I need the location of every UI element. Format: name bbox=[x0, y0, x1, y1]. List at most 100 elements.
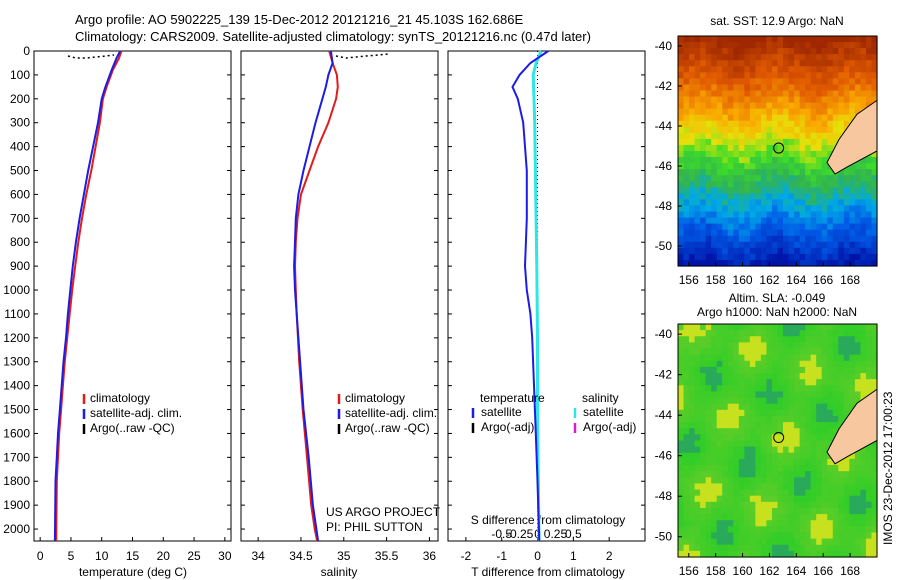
map-cell bbox=[738, 391, 745, 399]
map-cell bbox=[788, 48, 795, 55]
map-cell bbox=[760, 108, 768, 116]
map-cell bbox=[755, 144, 762, 152]
map-cell bbox=[705, 477, 712, 485]
map-cell bbox=[854, 102, 862, 110]
map-cell bbox=[760, 163, 768, 170]
map-cell bbox=[716, 259, 723, 267]
map-cell bbox=[771, 415, 779, 423]
map-cell bbox=[838, 96, 845, 104]
map-cell bbox=[738, 235, 745, 243]
map-cell bbox=[788, 54, 795, 61]
map-cell bbox=[716, 483, 723, 491]
map-cell bbox=[783, 229, 790, 237]
map-cell bbox=[744, 144, 751, 152]
map-cell bbox=[733, 452, 740, 460]
map-cell bbox=[694, 409, 701, 417]
map-cell bbox=[705, 550, 712, 558]
map-cell bbox=[843, 108, 850, 116]
map-cell bbox=[733, 538, 740, 546]
map-cell bbox=[705, 379, 712, 386]
map-cell bbox=[777, 114, 784, 122]
map-cell bbox=[865, 483, 873, 491]
map-cell bbox=[838, 458, 845, 466]
s-tick-label: -0.25 bbox=[506, 527, 534, 541]
map-cell bbox=[816, 78, 823, 86]
map-cell bbox=[755, 465, 762, 472]
map-cell bbox=[727, 253, 734, 261]
map-cell bbox=[771, 397, 779, 405]
map-cell bbox=[777, 458, 784, 466]
map-cell bbox=[821, 489, 828, 497]
map-cell bbox=[683, 514, 690, 521]
map-cell bbox=[849, 114, 856, 122]
map-cell bbox=[755, 348, 762, 356]
map-cell bbox=[849, 72, 856, 79]
map-cell bbox=[711, 434, 718, 442]
map-cell bbox=[849, 211, 856, 219]
map-cell bbox=[711, 163, 718, 170]
map-cell bbox=[711, 144, 718, 152]
map-cell bbox=[683, 458, 690, 466]
map-cell bbox=[854, 348, 862, 356]
map-cell bbox=[777, 54, 784, 61]
map-cell bbox=[816, 42, 823, 49]
map-cell bbox=[827, 253, 834, 261]
map-cell bbox=[733, 415, 740, 423]
map-cell bbox=[749, 373, 756, 380]
map-frame bbox=[677, 323, 878, 558]
map-cell bbox=[821, 520, 828, 527]
map-cell bbox=[744, 526, 751, 534]
map-cell bbox=[744, 223, 751, 231]
map-cell bbox=[694, 366, 701, 374]
map-cell bbox=[810, 409, 817, 417]
map-cell bbox=[865, 360, 873, 368]
map-cell bbox=[716, 415, 723, 423]
map-cell bbox=[794, 144, 801, 152]
map-cell bbox=[771, 428, 779, 435]
map-cell bbox=[838, 354, 845, 362]
map-cell bbox=[749, 409, 756, 417]
map-cell bbox=[871, 241, 878, 249]
map-cell bbox=[816, 330, 823, 337]
map-cell bbox=[755, 403, 762, 411]
map-cell bbox=[805, 446, 812, 454]
map-cell bbox=[700, 391, 707, 399]
map-cell bbox=[700, 342, 707, 350]
map-cell bbox=[744, 391, 751, 399]
map-cell bbox=[722, 324, 729, 331]
map-cell bbox=[755, 507, 762, 515]
map-cell bbox=[760, 235, 768, 243]
map-cell bbox=[755, 54, 762, 61]
map-cell bbox=[849, 66, 856, 73]
map-cell bbox=[860, 66, 867, 73]
map-cell bbox=[738, 157, 745, 164]
map-cell bbox=[838, 84, 845, 92]
map-cell bbox=[849, 54, 856, 61]
map-cell bbox=[865, 181, 873, 188]
map-cell bbox=[771, 434, 779, 442]
y-tick-label: 800 bbox=[10, 235, 30, 249]
map-cell bbox=[777, 126, 784, 134]
map-cell bbox=[849, 501, 856, 509]
map-cell bbox=[760, 330, 768, 337]
map-cell bbox=[766, 151, 773, 158]
map-cell bbox=[683, 422, 690, 429]
map-cell bbox=[733, 477, 740, 485]
map-cell bbox=[700, 175, 707, 182]
map-cell bbox=[716, 495, 723, 503]
map-cell bbox=[860, 544, 867, 552]
map-cell bbox=[700, 360, 707, 368]
map-cell bbox=[810, 247, 817, 255]
map-cell bbox=[727, 126, 734, 134]
map-cell bbox=[683, 247, 690, 255]
map-cell bbox=[705, 175, 712, 182]
map-cell bbox=[738, 114, 745, 122]
map-cell bbox=[722, 241, 729, 249]
map-cell bbox=[694, 538, 701, 546]
map-cell bbox=[827, 229, 834, 237]
map-cell bbox=[854, 229, 862, 237]
map-cell bbox=[805, 483, 812, 491]
map-cell bbox=[832, 175, 839, 182]
map-cell bbox=[705, 465, 712, 472]
map-cell bbox=[705, 452, 712, 460]
